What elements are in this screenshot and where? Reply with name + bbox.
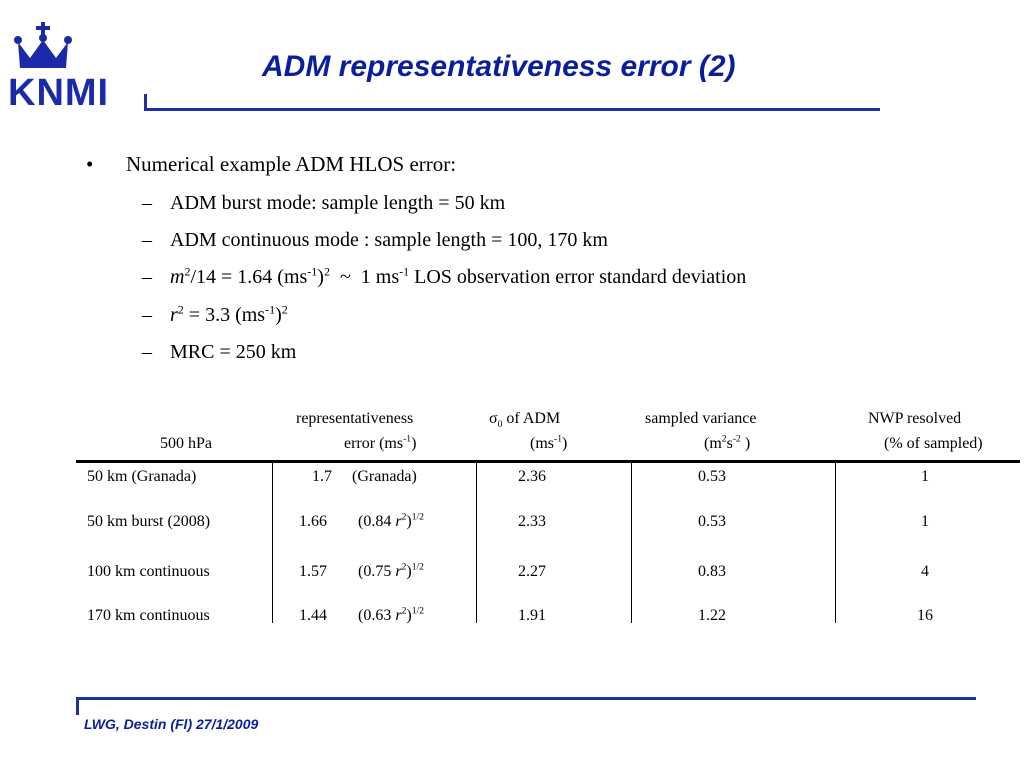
- header-nwp-line1: NWP resolved: [868, 410, 962, 427]
- header-rule: [76, 460, 1020, 463]
- header-rep-line2: error (ms-1): [344, 433, 417, 452]
- row-rep-note: (0.75 r2)1/2: [358, 561, 424, 580]
- row-rep-note: (0.84 r2)1/2: [358, 511, 424, 530]
- bullet-symbol: •: [86, 152, 94, 176]
- row-rep-value: 1.7: [312, 468, 332, 485]
- header-variance-line1: sampled variance: [645, 410, 757, 427]
- column-divider: [835, 463, 836, 623]
- footer-text: LWG, Destin (Fl) 27/1/2009: [84, 716, 259, 732]
- subitem-burst-text: ADM burst mode: sample length = 50 km: [170, 192, 506, 214]
- results-table: 500 hPa representativeness error (ms-1) …: [76, 404, 1020, 626]
- row-variance: 1.22: [698, 607, 726, 624]
- row-sigma: 2.33: [518, 513, 546, 530]
- row-rep-note: (Granada): [352, 468, 417, 485]
- crown-icon: [14, 22, 72, 68]
- row-label: 50 km (Granada): [87, 468, 197, 485]
- header-variance-line2: (m2s-2 ): [704, 433, 751, 452]
- dash: –: [142, 341, 152, 363]
- row-label: 50 km burst (2008): [87, 513, 211, 530]
- row-label: 100 km continuous: [87, 563, 210, 580]
- subitem-r-text: r2 = 3.3 (ms-1)2: [170, 302, 288, 326]
- header-rep-line1: representativeness: [296, 410, 414, 427]
- row-sigma: 1.91: [518, 607, 546, 624]
- m-variable: m: [170, 266, 185, 288]
- row-sigma: 2.36: [518, 468, 546, 485]
- header-sigma-line2: (ms-1): [530, 433, 568, 452]
- tilde: ~: [339, 266, 351, 288]
- row-rep-value: 1.44: [299, 607, 327, 624]
- subitem-mrc-text: MRC = 250 km: [170, 341, 297, 363]
- subitem-m-text: m2/14 = 1.64 (ms-1)2 ~ 1 ms-1 LOS observ…: [170, 264, 747, 288]
- title-underline: [146, 108, 880, 111]
- dash: –: [142, 266, 152, 288]
- footer-rule-tick: [76, 697, 79, 715]
- footer-rule: [78, 697, 976, 700]
- row-nwp: 16: [917, 607, 933, 624]
- row-nwp: 4: [921, 563, 929, 580]
- row-variance: 0.83: [698, 563, 726, 580]
- row-sigma: 2.27: [518, 563, 546, 580]
- row-nwp: 1: [921, 468, 929, 485]
- header-500hpa: 500 hPa: [160, 435, 212, 452]
- logo-text: KNMI: [8, 72, 110, 114]
- sigma-symbol: σ: [489, 410, 498, 427]
- title-underline-tick: [144, 94, 147, 111]
- slide-title: ADM representativeness error (2): [262, 50, 736, 83]
- row-rep-note: (0.63 r2)1/2: [358, 605, 424, 624]
- header-nwp-line2: (% of sampled): [884, 435, 983, 452]
- dash: –: [142, 229, 152, 251]
- subitem-continuous-text: ADM continuous mode : sample length = 10…: [170, 229, 608, 251]
- dash: –: [142, 192, 152, 214]
- header-sigma-line1: σ0 of ADM: [489, 410, 561, 431]
- dash: –: [142, 304, 152, 326]
- row-variance: 0.53: [698, 513, 726, 530]
- column-divider: [476, 463, 477, 623]
- row-nwp: 1: [921, 513, 929, 530]
- r-variable: r: [170, 304, 178, 326]
- row-label: 170 km continuous: [87, 607, 210, 624]
- column-divider: [272, 463, 273, 623]
- row-variance: 0.53: [698, 468, 726, 485]
- row-rep-value: 1.66: [299, 513, 327, 530]
- bullet-main-text: Numerical example ADM HLOS error:: [126, 152, 457, 176]
- column-divider: [631, 463, 632, 623]
- row-rep-value: 1.57: [299, 563, 327, 580]
